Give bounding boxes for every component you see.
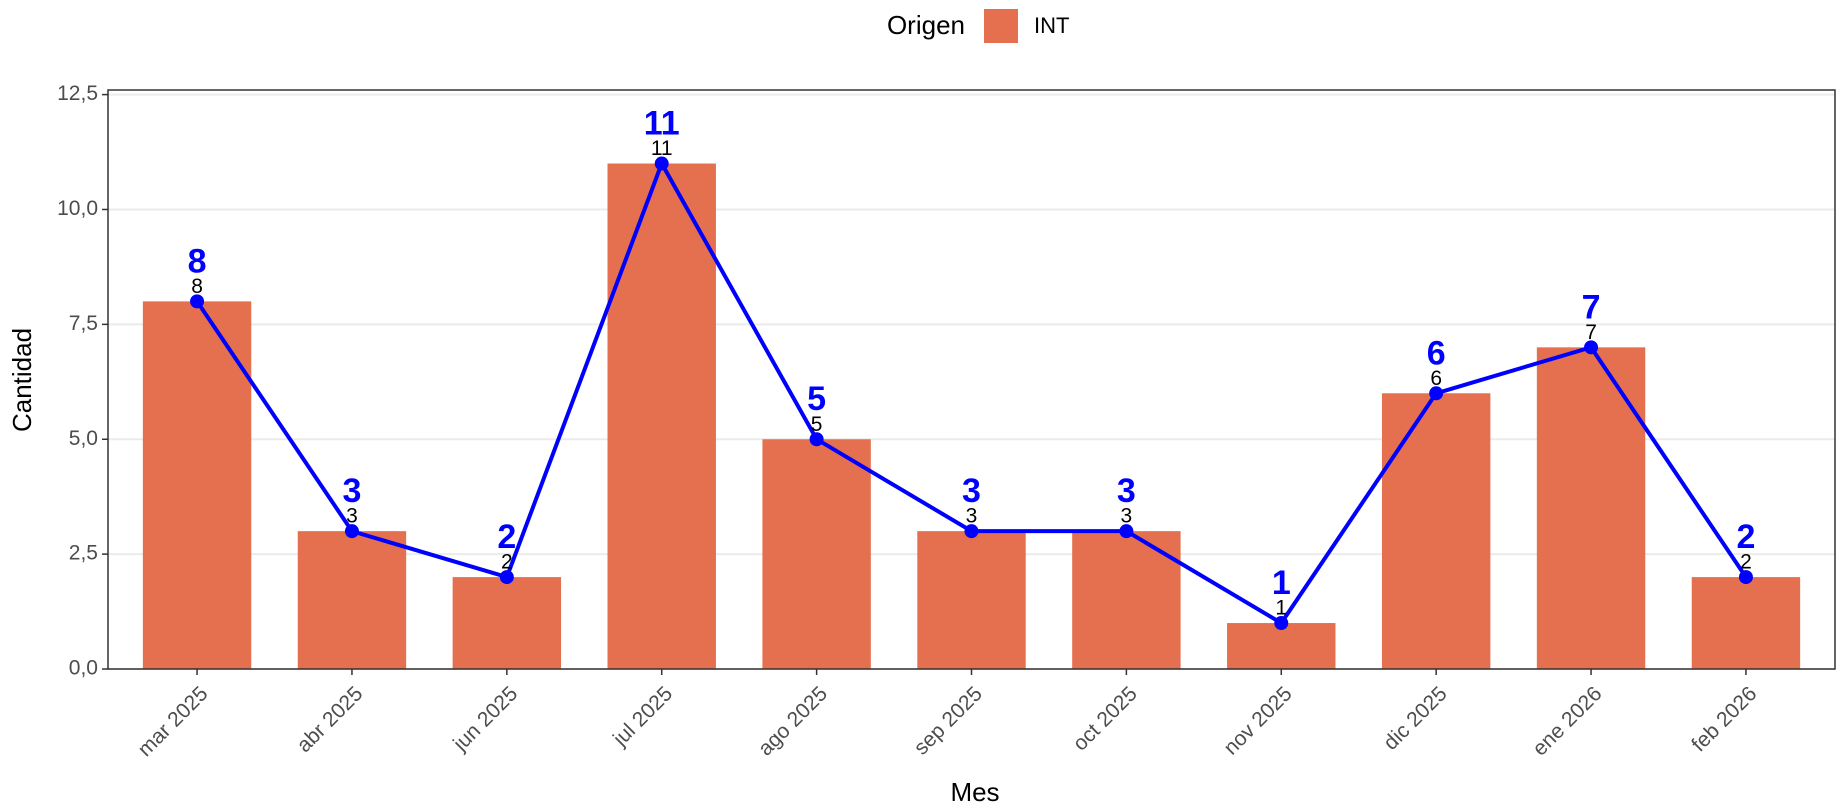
bar-value-label: 11 — [651, 137, 673, 160]
line-value-label: 7 — [1582, 288, 1601, 326]
bar — [297, 531, 407, 669]
bar — [1227, 623, 1336, 669]
line-point — [1274, 616, 1289, 631]
x-tick-label: mar 2025 — [134, 682, 213, 761]
bar-value-label: 1 — [1275, 597, 1287, 620]
y-axis-title: Cantidad — [7, 328, 37, 432]
legend-key — [984, 9, 1018, 43]
line-point — [809, 432, 824, 447]
x-tick-label: oct 2025 — [1069, 682, 1142, 755]
y-tick-label: 5,0 — [69, 427, 98, 450]
line-value-label: 2 — [497, 518, 516, 556]
bar-value-label: 3 — [966, 505, 978, 528]
x-tick-label: ene 2026 — [1528, 682, 1606, 760]
line-point — [499, 570, 514, 585]
line-value-label: 3 — [962, 472, 981, 510]
panel-border — [107, 89, 1836, 670]
line-value-label: 8 — [188, 242, 207, 280]
bar-value-label: 7 — [1585, 321, 1597, 344]
line-point — [1738, 570, 1753, 585]
bar — [762, 439, 871, 669]
line-value-label: 2 — [1736, 518, 1755, 556]
line-point — [654, 156, 669, 171]
bar — [1691, 577, 1801, 669]
y-tick-label: 7,5 — [69, 312, 98, 335]
bar-value-label: 3 — [1121, 505, 1133, 528]
x-tick-label: abr 2025 — [293, 682, 368, 757]
line-point — [344, 524, 359, 539]
x-tick-label: nov 2025 — [1219, 682, 1296, 759]
line-point — [1119, 524, 1134, 539]
bar-value-label: 3 — [346, 505, 358, 528]
y-tick-label: 0,0 — [69, 657, 98, 680]
legend-title: Origen — [887, 10, 965, 40]
bar-value-label: 6 — [1430, 367, 1442, 390]
line-value-label: 11 — [644, 105, 680, 143]
bar — [452, 577, 562, 669]
bar — [1536, 347, 1646, 669]
line-value-label: 3 — [1117, 472, 1136, 510]
bar-value-label: 8 — [191, 275, 203, 298]
x-tick-label: dic 2025 — [1379, 682, 1451, 754]
y-tick-label: 12,5 — [57, 82, 98, 105]
y-tick-label: 10,0 — [57, 197, 98, 220]
legend-label: INT — [1034, 13, 1069, 38]
bar-value-label: 5 — [811, 413, 823, 436]
line-value-label: 1 — [1272, 564, 1291, 602]
bar — [142, 301, 252, 669]
line-value-label: 3 — [342, 472, 361, 510]
line-value-label: 5 — [807, 380, 826, 418]
line-point — [190, 294, 205, 309]
bar — [917, 531, 1026, 669]
x-tick-label: jun 2025 — [448, 682, 522, 756]
line-point — [964, 524, 979, 539]
line-point — [1429, 386, 1444, 401]
bar — [607, 163, 716, 669]
bar — [1381, 393, 1491, 669]
y-tick-label: 2,5 — [69, 542, 98, 565]
line-point — [1584, 340, 1599, 355]
x-axis-title: Mes — [950, 777, 999, 806]
x-tick-label: sep 2025 — [910, 682, 987, 759]
bar-value-label: 2 — [501, 551, 513, 574]
x-tick-label: feb 2026 — [1687, 682, 1761, 756]
line-value-label: 6 — [1427, 334, 1446, 372]
x-tick-label: ago 2025 — [754, 682, 832, 760]
x-tick-label: jul 2025 — [608, 682, 677, 751]
bar-value-label: 2 — [1740, 551, 1752, 574]
